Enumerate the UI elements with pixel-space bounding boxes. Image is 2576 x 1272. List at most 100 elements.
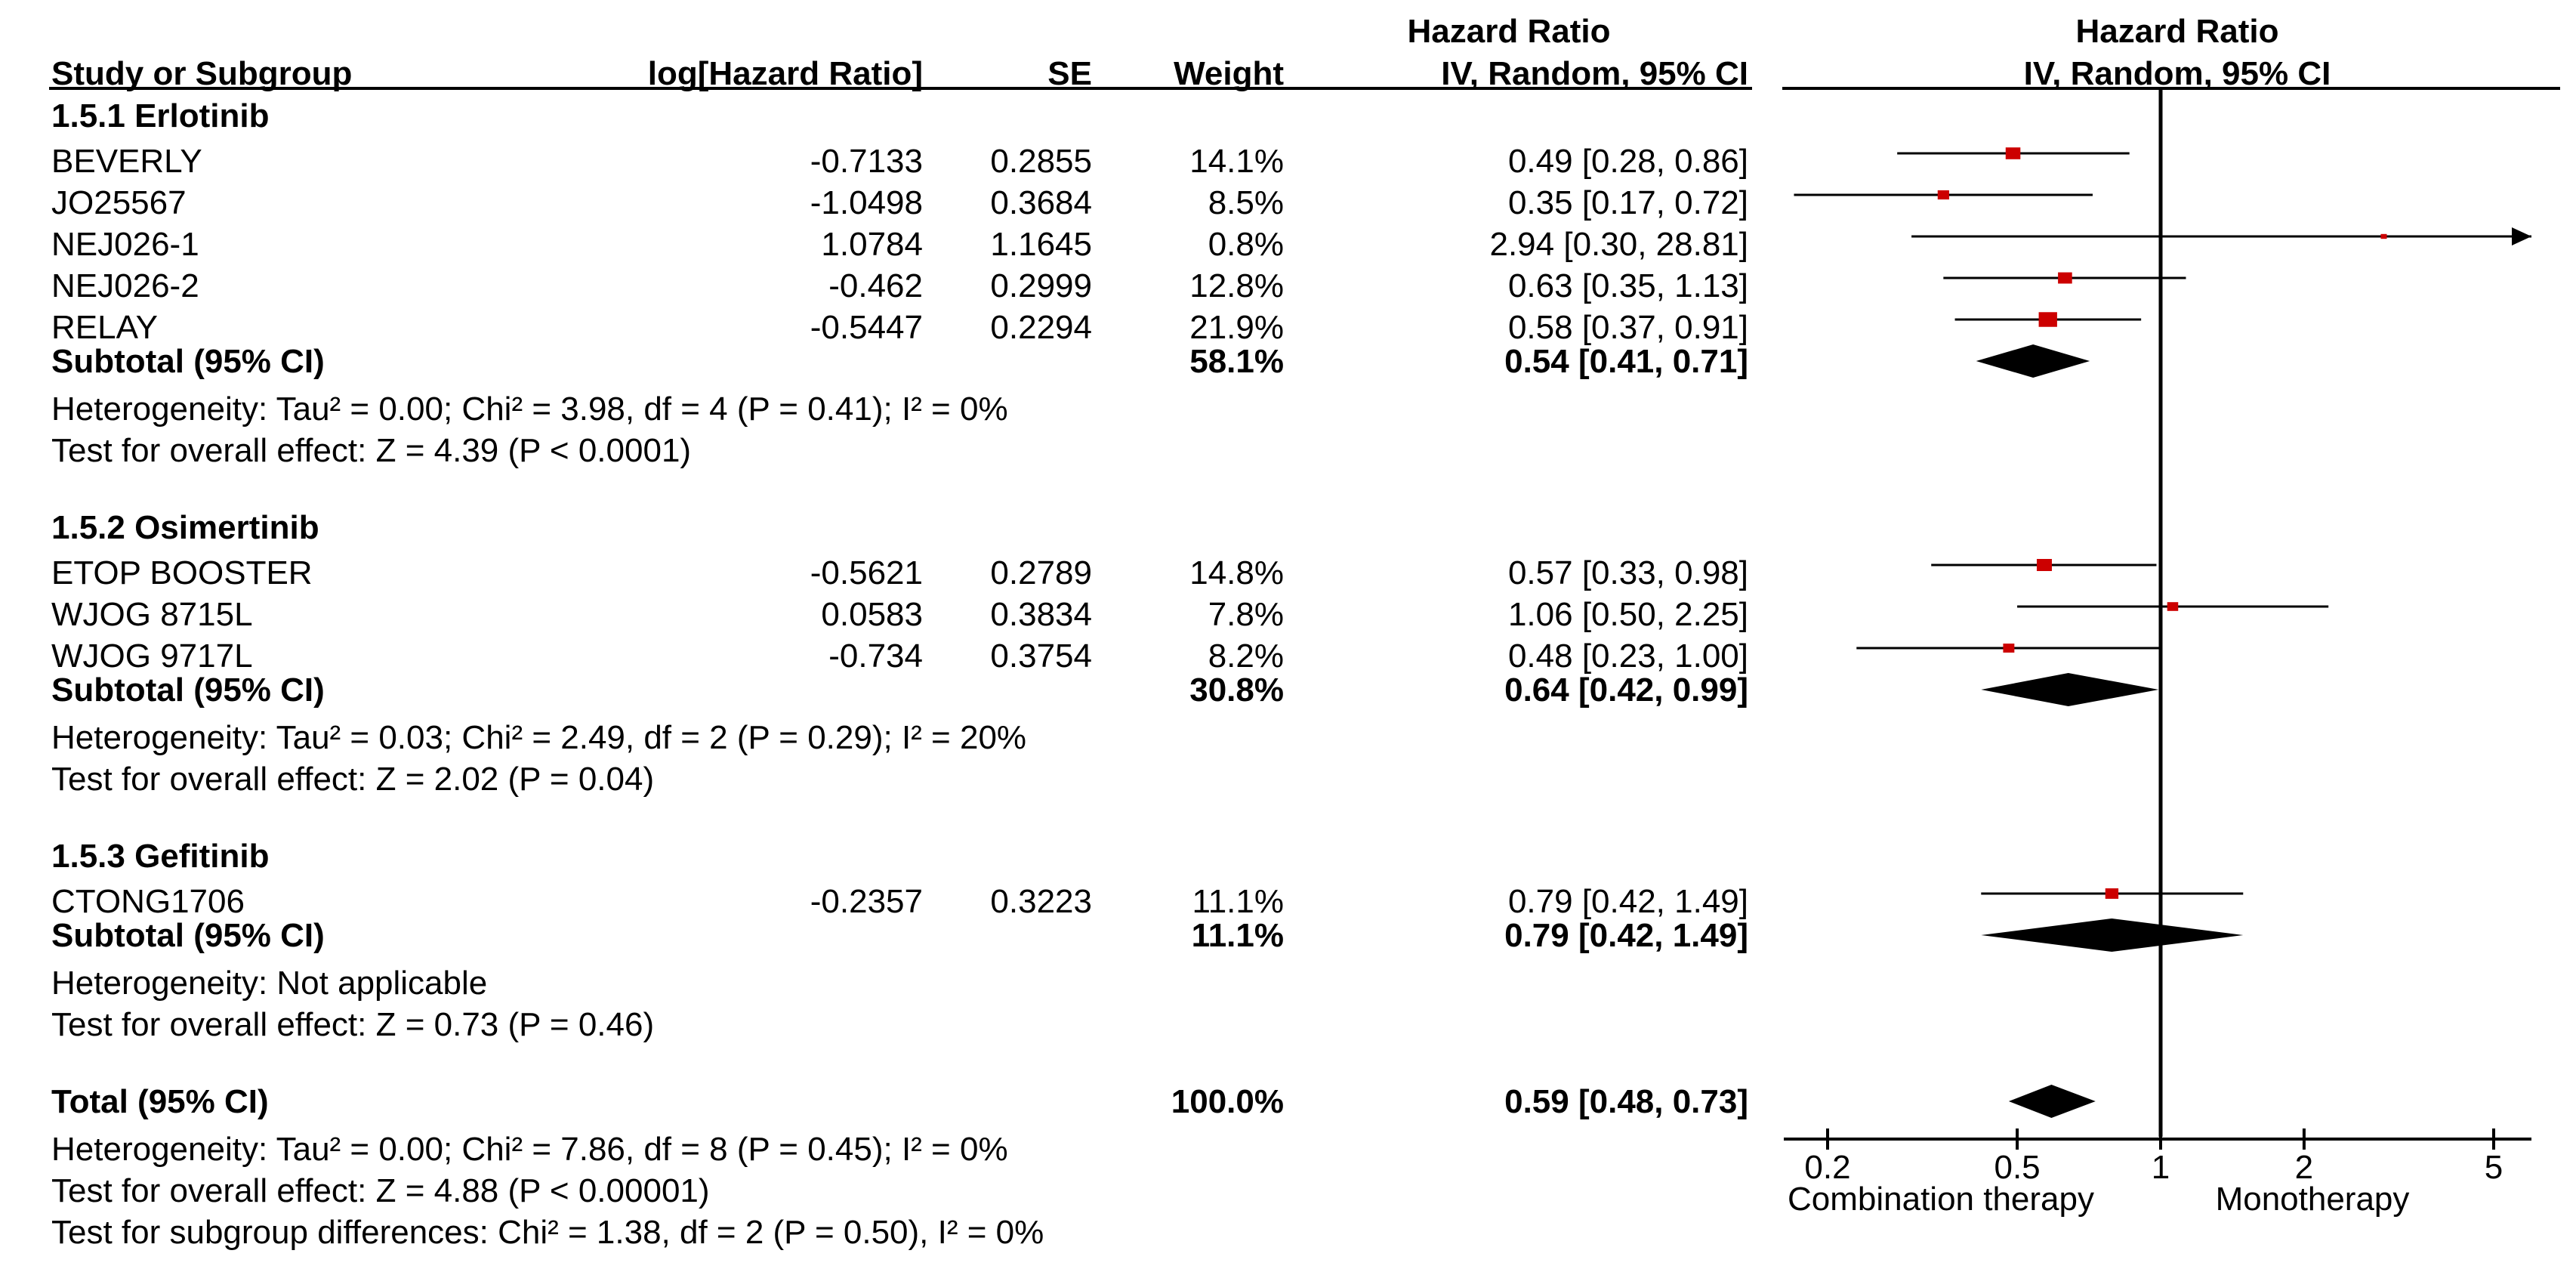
total-heterogeneity-text: Heterogeneity: Tau² = 0.00; Chi² = 7.86,… (51, 1131, 1008, 1168)
subtotal-ci: 0.54 [0.41, 0.71] (1504, 343, 1748, 380)
subgroup-label: 1.5.2 Osimertinib (51, 509, 319, 546)
total-weight: 100.0% (1171, 1083, 1284, 1120)
se-value: 0.3684 (990, 184, 1092, 221)
ci-value: 0.58 [0.37, 0.91] (1508, 309, 1748, 346)
loghr-value: 0.0583 (821, 596, 923, 633)
subtotal-weight: 58.1% (1189, 343, 1284, 380)
ci-value: 0.79 [0.42, 1.49] (1508, 883, 1748, 920)
study-marker (1937, 190, 1949, 200)
subtotal-diamond (1976, 344, 2090, 378)
study-name: ETOP BOOSTER (51, 554, 313, 591)
subtotal-label: Subtotal (95% CI) (51, 672, 325, 709)
heterogeneity-text: Heterogeneity: Not applicable (51, 965, 487, 1002)
total-label: Total (95% CI) (51, 1083, 269, 1120)
se-value: 0.3223 (990, 883, 1092, 920)
subtotal-diamond (1981, 918, 2244, 952)
loghr-value: -0.7133 (810, 143, 923, 180)
overall-effect-text: Test for overall effect: Z = 0.73 (P = 0… (51, 1006, 654, 1043)
study-row-wjog-9717l: WJOG 9717L -0.734 0.3754 8.2% 0.48 [0.23… (51, 638, 1748, 675)
subtotal-ci: 0.79 [0.42, 1.49] (1504, 917, 1748, 954)
study-row-jo25567: JO25567 -1.0498 0.3684 8.5% 0.35 [0.17, … (51, 184, 1748, 221)
study-marker (2105, 888, 2119, 899)
study-row-nej026-2: NEJ026-2 -0.462 0.2999 12.8% 0.63 [0.35,… (51, 267, 1748, 304)
se-value: 0.2294 (990, 309, 1092, 346)
study-marker (2380, 233, 2387, 239)
subtotal-weight: 11.1% (1192, 917, 1284, 954)
weight-value: 21.9% (1189, 309, 1284, 346)
x-tick-label: 1 (2152, 1149, 2170, 1186)
subgroup-label: 1.5.3 Gefitinib (51, 838, 270, 875)
favours-left-label: Combination therapy (1788, 1181, 2094, 1218)
study-marker (2167, 602, 2179, 611)
ci-value: 0.63 [0.35, 1.13] (1508, 267, 1748, 304)
favours-right-label: Monotherapy (2216, 1181, 2410, 1218)
subgroup-label: 1.5.1 Erlotinib (51, 97, 270, 134)
overall-effect-text: Test for overall effect: Z = 2.02 (P = 0… (51, 761, 654, 798)
x-tick-label: 2 (2295, 1149, 2313, 1186)
x-tick-label: 0.2 (1804, 1149, 1850, 1186)
weight-value: 14.1% (1189, 143, 1284, 180)
loghr-value: -0.2357 (810, 883, 923, 920)
subtotal-label: Subtotal (95% CI) (51, 343, 325, 380)
subtotal-row: Subtotal (95% CI) 58.1% 0.54 [0.41, 0.71… (51, 343, 1748, 380)
subtotal-row: Subtotal (95% CI) 11.1% 0.79 [0.42, 1.49… (51, 917, 1748, 954)
study-row-relay: RELAY -0.5447 0.2294 21.9% 0.58 [0.37, 0… (51, 309, 1748, 346)
weight-value: 8.2% (1208, 638, 1284, 675)
se-value: 0.2855 (990, 143, 1092, 180)
se-value: 0.3834 (990, 596, 1092, 633)
ci-value: 0.35 [0.17, 0.72] (1508, 184, 1748, 221)
subtotal-diamond (1981, 673, 2159, 706)
heterogeneity-text: Heterogeneity: Tau² = 0.03; Chi² = 2.49,… (51, 719, 1026, 756)
weight-value: 7.8% (1208, 596, 1284, 633)
ci-value: 2.94 [0.30, 28.81] (1489, 226, 1748, 263)
study-row-etop-booster: ETOP BOOSTER -0.5621 0.2789 14.8% 0.57 [… (51, 554, 1748, 591)
plot-col-title: Hazard Ratio (2076, 13, 2279, 50)
study-name: CTONG1706 (51, 883, 245, 920)
loghr-value: -1.0498 (810, 184, 923, 221)
loghr-value: -0.462 (828, 267, 923, 304)
loghr-col-header: log[Hazard Ratio] (648, 55, 923, 92)
plot-area: 0.2 0.5 1 2 5 Combination therapy Monotherapy (1784, 88, 2531, 1218)
se-value: 0.3754 (990, 638, 1092, 675)
study-name: NEJ026-1 (51, 226, 199, 263)
se-value: 0.2999 (990, 267, 1092, 304)
weight-value: 8.5% (1208, 184, 1284, 221)
se-col-header: SE (1047, 55, 1092, 92)
study-marker (2005, 147, 2021, 159)
study-name: RELAY (51, 309, 158, 346)
subgroup-differences-text: Test for subgroup differences: Chi² = 1.… (51, 1214, 1044, 1251)
loghr-value: -0.5447 (810, 309, 923, 346)
loghr-value: -0.5621 (810, 554, 923, 591)
weight-value: 0.8% (1208, 226, 1284, 263)
total-ci: 0.59 [0.48, 0.73] (1504, 1083, 1748, 1120)
study-marker (2038, 312, 2057, 327)
ci-value: 0.57 [0.33, 0.98] (1508, 554, 1748, 591)
plot-col-method: IV, Random, 95% CI (2024, 55, 2331, 92)
ci-value: 0.49 [0.28, 0.86] (1508, 143, 1748, 180)
study-row-beverly: BEVERLY -0.7133 0.2855 14.1% 0.49 [0.28,… (51, 143, 1748, 180)
subtotal-weight: 30.8% (1189, 672, 1284, 709)
study-name: JO25567 (51, 184, 187, 221)
weight-value: 12.8% (1189, 267, 1284, 304)
study-name: NEJ026-2 (51, 267, 199, 304)
heterogeneity-text: Heterogeneity: Tau² = 0.00; Chi² = 3.98,… (51, 391, 1008, 428)
x-tick-label: 0.5 (1994, 1149, 2040, 1186)
loghr-value: -0.734 (828, 638, 923, 675)
study-row-wjog-8715l: WJOG 8715L 0.0583 0.3834 7.8% 1.06 [0.50… (51, 596, 1748, 633)
subtotal-ci: 0.64 [0.42, 0.99] (1504, 672, 1748, 709)
weight-col-header: Weight (1174, 55, 1284, 92)
total-row: Total (95% CI) 100.0% 0.59 [0.48, 0.73] (51, 1083, 1748, 1120)
study-row-ctong1706: CTONG1706 -0.2357 0.3223 11.1% 0.79 [0.4… (51, 883, 1748, 920)
weight-value: 14.8% (1189, 554, 1284, 591)
study-name: WJOG 9717L (51, 638, 253, 675)
overall-effect-text: Test for overall effect: Z = 4.39 (P < 0… (51, 432, 691, 469)
study-marker (2003, 644, 2015, 653)
se-value: 0.2789 (990, 554, 1092, 591)
total-diamond (2008, 1085, 2096, 1118)
x-tick-label: 5 (2485, 1149, 2503, 1186)
subtotal-row: Subtotal (95% CI) 30.8% 0.64 [0.42, 0.99… (51, 672, 1748, 709)
ci-value: 0.48 [0.23, 1.00] (1508, 638, 1748, 675)
weight-value: 11.1% (1192, 883, 1285, 920)
study-marker (2036, 558, 2052, 572)
